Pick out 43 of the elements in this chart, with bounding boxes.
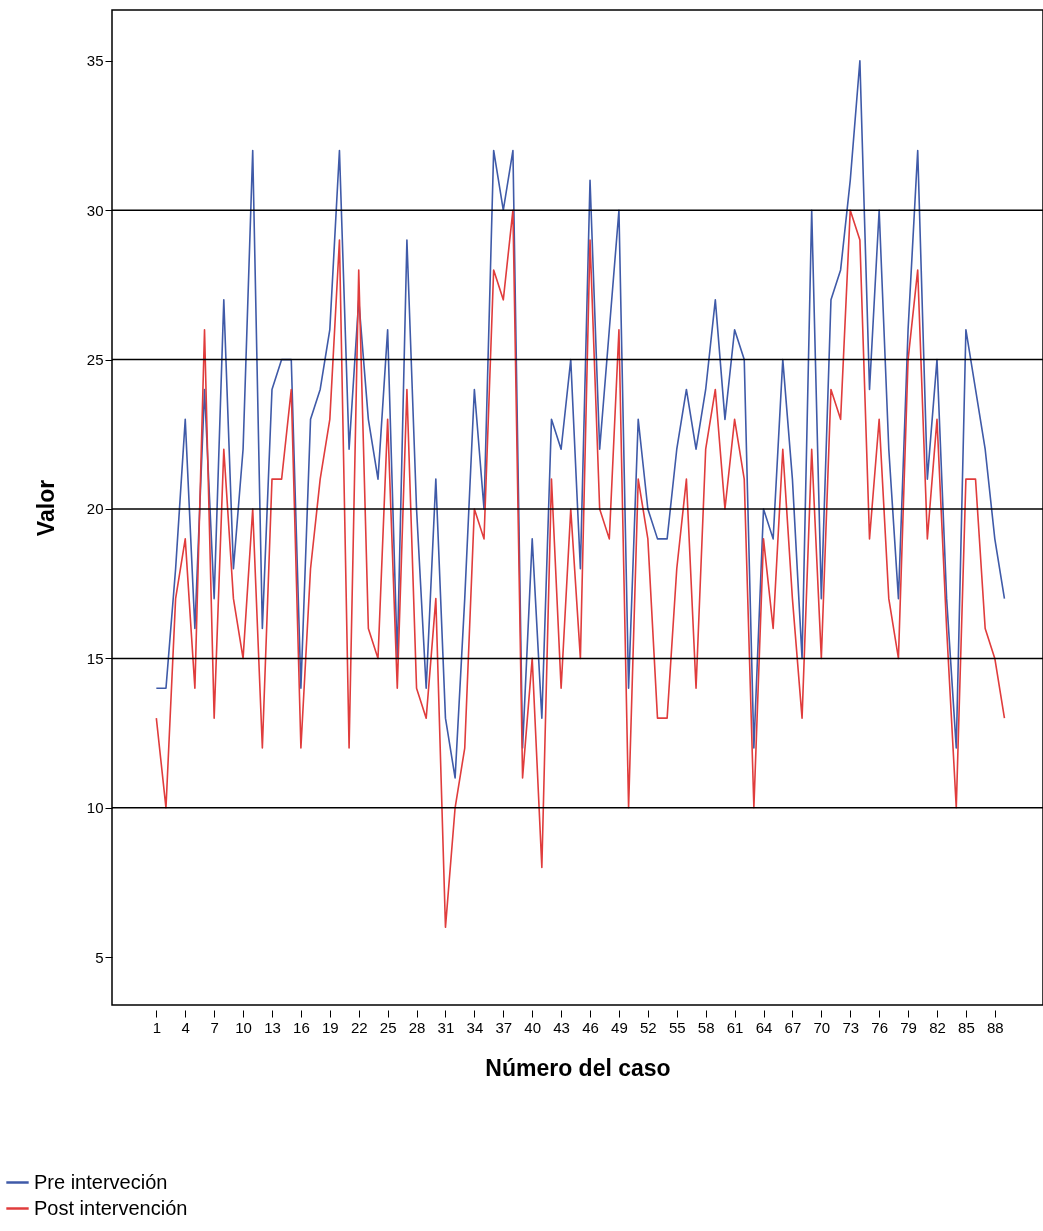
x-tick-label: 1 (152, 1018, 162, 1036)
x-tick-label: 43 (553, 1018, 570, 1036)
x-tick-label: 13 (264, 1018, 281, 1036)
line-series (155, 209, 1006, 929)
y-axis-title: Valor (32, 479, 59, 537)
x-tick-label: 10 (235, 1018, 252, 1036)
x-tick-label: 76 (871, 1018, 888, 1036)
x-tick-label: 19 (321, 1018, 339, 1036)
x-tick-label: 49 (611, 1018, 628, 1036)
legend-label: Post intervención (34, 1196, 188, 1219)
line-series (155, 60, 1006, 779)
x-tick-label: 70 (813, 1018, 831, 1036)
x-tick-label: 16 (293, 1018, 310, 1036)
x-tick-label: 58 (697, 1018, 715, 1036)
x-tick-label: 31 (437, 1018, 455, 1036)
x-tick-label: 37 (495, 1018, 513, 1036)
x-tick-label: 46 (582, 1018, 599, 1036)
y-tick-label: 10 (86, 799, 104, 817)
y-tick-label: 5 (95, 948, 104, 966)
x-tick-label: 55 (668, 1018, 686, 1036)
legend-label: Pre interveción (34, 1170, 168, 1193)
x-tick-label: 7 (210, 1018, 219, 1036)
x-tick-label: 73 (842, 1018, 860, 1036)
y-tick-label: 20 (86, 500, 104, 518)
x-tick-label: 67 (784, 1018, 802, 1036)
x-tick-label: 88 (986, 1018, 1004, 1036)
x-tick-label: 25 (379, 1018, 397, 1036)
x-tick-label: 34 (466, 1018, 484, 1036)
x-tick-label: 64 (755, 1018, 773, 1036)
y-tick-label: 25 (86, 351, 104, 369)
x-tick-label: 22 (350, 1018, 368, 1036)
x-tick-label: 79 (900, 1018, 917, 1036)
y-tick-label: 15 (86, 649, 104, 667)
x-tick-label: 52 (640, 1018, 657, 1036)
x-axis-title: Número del caso (485, 1054, 671, 1081)
x-tick-label: 4 (181, 1018, 190, 1036)
x-tick-label: 85 (958, 1018, 975, 1036)
x-tick-label: 40 (524, 1018, 542, 1036)
y-tick-label: 30 (86, 201, 104, 219)
x-tick-label: 82 (929, 1018, 946, 1036)
y-tick-label: 35 (86, 52, 104, 70)
x-tick-label: 61 (726, 1018, 744, 1036)
x-tick-label: 28 (408, 1018, 426, 1036)
